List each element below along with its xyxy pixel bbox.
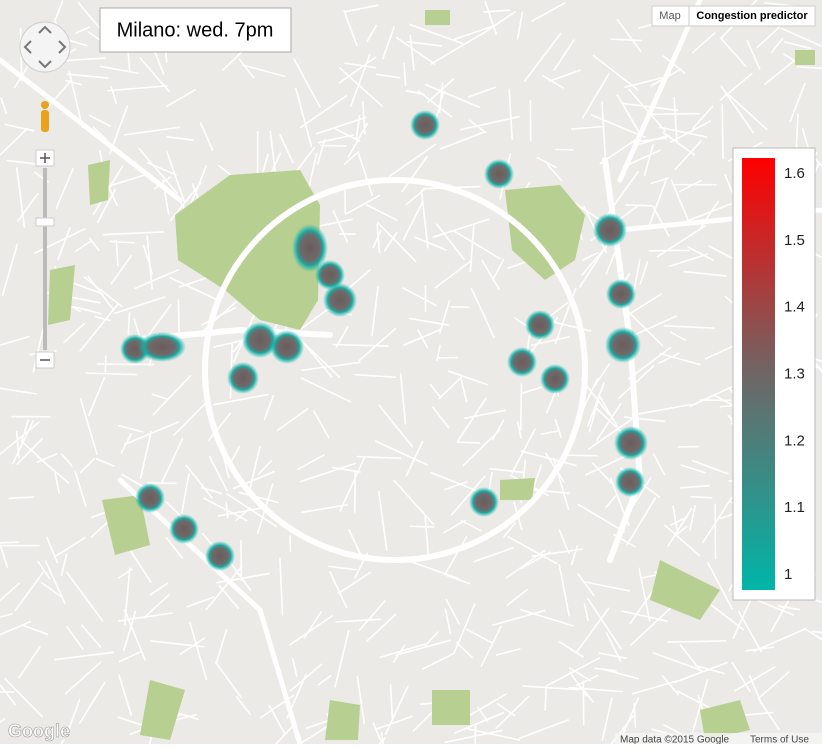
- pegman[interactable]: [41, 101, 49, 132]
- street: [128, 313, 129, 334]
- legend-gradient: [742, 158, 775, 590]
- street: [649, 250, 688, 251]
- legend-tick-label: 1.6: [784, 165, 805, 182]
- map-button-label[interactable]: Map: [659, 10, 680, 22]
- google-logo: Google: [8, 721, 70, 741]
- layer-button-label[interactable]: Congestion predictor: [696, 10, 808, 22]
- street: [626, 205, 652, 206]
- attribution: Map data ©2015 Google: [620, 735, 730, 744]
- street: [722, 105, 723, 159]
- terms-link[interactable]: Terms of Use: [750, 735, 809, 744]
- street: [652, 114, 699, 115]
- legend-tick-label: 1.3: [784, 365, 805, 382]
- legend-tick-label: 1: [784, 566, 792, 583]
- street: [545, 688, 546, 710]
- street: [451, 307, 469, 308]
- street: [321, 146, 346, 147]
- legend-tick-label: 1.5: [784, 232, 805, 249]
- legend-tick-label: 1.1: [784, 499, 805, 516]
- street: [458, 442, 479, 443]
- pan-control[interactable]: [20, 22, 70, 72]
- street: [0, 542, 19, 543]
- title: Milano: wed. 7pm: [117, 19, 274, 41]
- street: [178, 300, 179, 334]
- street: [410, 526, 433, 527]
- legend-tick-label: 1.4: [784, 299, 805, 316]
- street: [521, 384, 522, 430]
- street: [290, 536, 291, 552]
- legend-tick-label: 1.2: [784, 432, 805, 449]
- street: [569, 455, 597, 456]
